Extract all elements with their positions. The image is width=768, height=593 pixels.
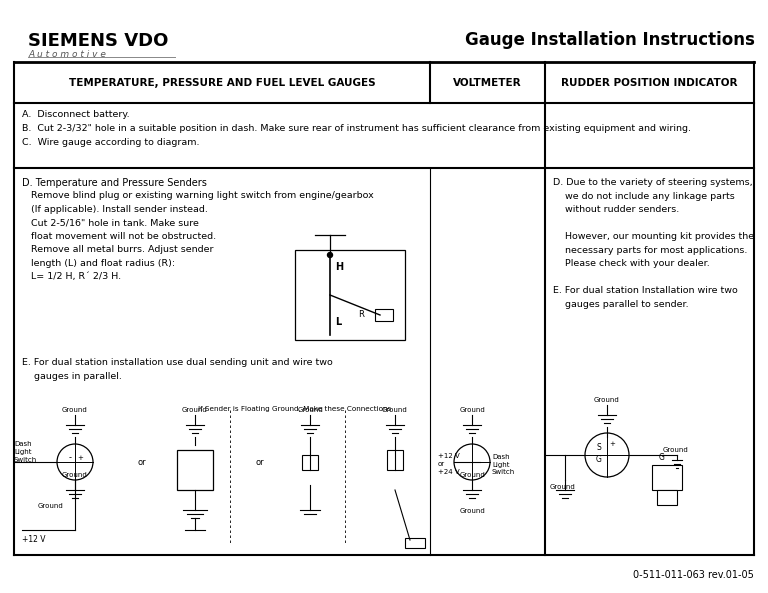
Text: +12 V
or
+24 V: +12 V or +24 V (438, 454, 460, 474)
Text: Ground: Ground (62, 407, 88, 413)
Text: VOLTMETER: VOLTMETER (452, 78, 521, 88)
Text: TEMPERATURE, PRESSURE AND FUEL LEVEL GAUGES: TEMPERATURE, PRESSURE AND FUEL LEVEL GAU… (68, 78, 376, 88)
Text: +: + (77, 455, 83, 461)
Circle shape (327, 253, 333, 257)
Bar (652, 465, 682, 490)
Text: Dash
Light
Switch: Dash Light Switch (492, 454, 515, 475)
Text: Ground: Ground (62, 472, 88, 478)
Text: RUDDER POSITION INDICATOR: RUDDER POSITION INDICATOR (561, 78, 737, 88)
Text: H: H (335, 262, 343, 272)
Bar (405, 538, 425, 548)
Text: Ground: Ground (550, 484, 576, 490)
Bar (387, 450, 403, 470)
Text: S: S (597, 443, 601, 452)
Text: If Sender is Floating Ground, Make these Connections: If Sender is Floating Ground, Make these… (198, 406, 392, 412)
Circle shape (57, 444, 93, 480)
Text: Remove blind plug or existing warning light switch from engine/gearbox
   (If ap: Remove blind plug or existing warning li… (22, 191, 374, 281)
Text: Ground: Ground (382, 407, 408, 413)
Text: Gauge Installation Instructions: Gauge Installation Instructions (465, 31, 755, 49)
Circle shape (454, 444, 490, 480)
Text: Ground: Ground (459, 407, 485, 413)
Text: G: G (659, 453, 665, 462)
Text: L: L (335, 317, 341, 327)
Text: Ground: Ground (459, 472, 485, 478)
Text: +: + (609, 441, 615, 447)
Text: SIEMENS VDO: SIEMENS VDO (28, 32, 168, 50)
Bar (302, 455, 318, 470)
Text: +12 V: +12 V (22, 535, 45, 544)
Circle shape (585, 433, 629, 477)
Text: E. For dual station installation use dual sending unit and wire two
    gauges i: E. For dual station installation use dua… (22, 358, 333, 381)
Text: D. Due to the variety of steering systems,
    we do not include any linkage par: D. Due to the variety of steering system… (553, 178, 754, 309)
Text: Ground: Ground (663, 447, 689, 453)
Text: D. Temperature and Pressure Senders: D. Temperature and Pressure Senders (22, 178, 207, 188)
Bar (657, 490, 677, 505)
Text: Ground: Ground (297, 407, 323, 413)
Text: Dash
Light
Switch: Dash Light Switch (14, 442, 38, 463)
Text: or: or (137, 458, 147, 467)
Text: 0-511-011-063 rev.01-05: 0-511-011-063 rev.01-05 (633, 570, 754, 580)
Text: -: - (68, 453, 71, 462)
Text: Ground: Ground (182, 407, 208, 413)
Text: A u t o m o t i v e: A u t o m o t i v e (28, 50, 106, 59)
Text: R: R (358, 310, 364, 319)
Text: A.  Disconnect battery.
B.  Cut 2-3/32" hole in a suitable position in dash. Mak: A. Disconnect battery. B. Cut 2-3/32" ho… (22, 110, 691, 147)
Text: Ground: Ground (37, 503, 63, 509)
Text: Ground: Ground (594, 397, 620, 403)
Bar (177, 450, 213, 490)
Bar (375, 309, 393, 321)
Text: Ground: Ground (459, 508, 485, 514)
Bar (295, 250, 405, 340)
Text: or: or (256, 458, 264, 467)
Text: G: G (596, 455, 602, 464)
